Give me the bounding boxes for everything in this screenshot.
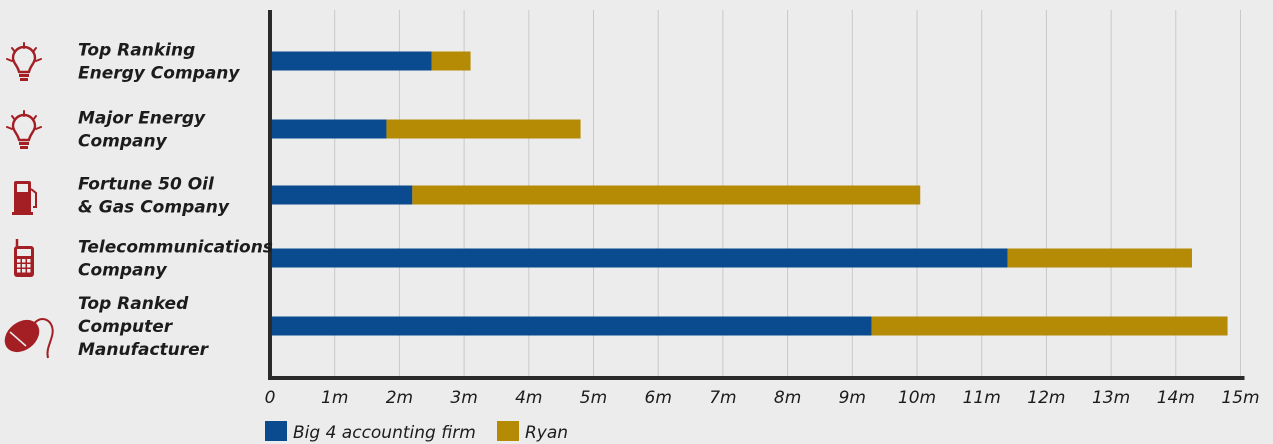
category-label: Telecommunications Company (78, 238, 273, 281)
x-tick-label: 1m (321, 388, 348, 408)
x-tick-label: 0 (265, 388, 276, 408)
x-tick-label: 14m (1157, 388, 1195, 408)
x-tick-label: 3m (450, 388, 477, 408)
x-tick-label: 5m (580, 388, 607, 408)
fuel-pump-icon (12, 181, 36, 215)
bar-big4-0 (270, 52, 432, 71)
category-label: Fortune 50 Oil & Gas Company (78, 175, 230, 218)
x-tick-label: 11m (963, 388, 1001, 408)
category-labels: Top Ranking Energy Company Major Energy Com… (78, 41, 273, 361)
legend-label: Big 4 accounting firm (293, 423, 476, 443)
x-tick-label: 6m (645, 388, 672, 408)
category-label: Major Energy Company (78, 109, 206, 152)
category-icons (0, 43, 53, 359)
bars (270, 52, 1228, 336)
bar-big4-1 (270, 120, 386, 139)
x-tick-label: 12m (1027, 388, 1065, 408)
x-tick-label: 9m (839, 388, 866, 408)
mobile-phone-icon (14, 239, 34, 277)
lightbulb-icon (7, 111, 41, 149)
bar-ryan-4 (872, 317, 1228, 336)
bar-ryan-0 (432, 52, 471, 71)
legend-swatch (265, 421, 287, 441)
bar-ryan-1 (386, 120, 580, 139)
legend-swatch (497, 421, 519, 441)
x-tick-labels: 0 1m 2m 3m 4m 5m 6m 7m 8m 9m 10m 11m 12m 13m 14m 15m (265, 388, 1260, 408)
bar-ryan-2 (412, 186, 920, 205)
x-tick-label: 10m (898, 388, 936, 408)
bar-big4-3 (270, 249, 1008, 268)
x-tick-label: 15m (1221, 388, 1259, 408)
legend-label: Ryan (525, 423, 568, 443)
x-tick-label: 8m (774, 388, 801, 408)
bar-ryan-3 (1008, 249, 1192, 268)
x-tick-label: 4m (515, 388, 542, 408)
x-tick-label: 13m (1092, 388, 1130, 408)
lightbulb-icon (7, 43, 41, 81)
bar-big4-4 (270, 317, 872, 336)
bar-big4-2 (270, 186, 412, 205)
legend: Big 4 accounting firm Ryan (265, 421, 568, 443)
category-label: Top Ranking Energy Company (78, 41, 240, 84)
x-tick-label: 2m (386, 388, 413, 408)
category-label: Top Ranked Computer Manufacturer (78, 294, 210, 360)
computer-mouse-icon (0, 313, 53, 358)
x-tick-label: 7m (709, 388, 736, 408)
